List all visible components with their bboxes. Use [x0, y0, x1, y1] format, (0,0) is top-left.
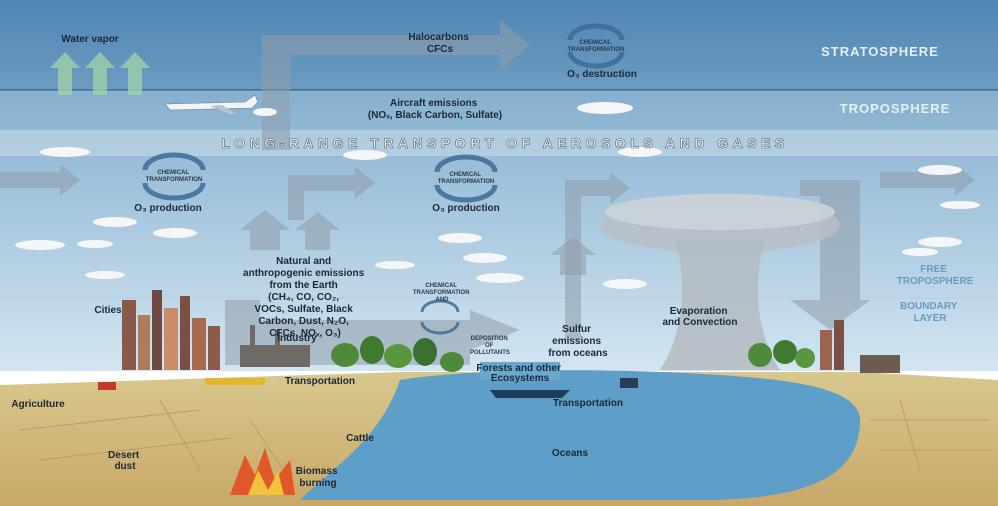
label-line: CFCs — [427, 44, 454, 55]
label-line: VOCs, Sulfate, Black — [254, 304, 353, 315]
water-vapor-label: Water vapor — [61, 34, 119, 45]
label-line: from oceans — [548, 348, 608, 359]
cities-label: Cities — [94, 305, 122, 316]
label-line: Natural and — [276, 256, 331, 267]
industry-label: Industry — [277, 333, 317, 344]
label-line: Carbon, Dust, N₂O, — [258, 316, 349, 327]
label-line: CHEMICAL — [157, 170, 189, 176]
label-line: Aircraft emissions — [390, 98, 478, 109]
label-line: OF — [485, 343, 494, 349]
label-line: from the Earth — [269, 280, 337, 291]
label-line: (CH₄, CO, CO₂, — [268, 292, 339, 303]
stratosphere-label: STRATOSPHERE — [821, 44, 939, 59]
label-line: anthropogenic emissions — [243, 268, 365, 279]
o3-production-label: O₃ production — [432, 203, 499, 214]
label-line: Biomass — [296, 466, 338, 477]
label-line: (NOₓ, Black Carbon, Sulfate) — [368, 110, 502, 121]
troposphere-label: TROPOSPHERE — [840, 101, 951, 116]
label-line: dust — [114, 461, 136, 472]
label-line: CHEMICAL — [449, 172, 481, 178]
label-line: BOUNDARY — [900, 301, 958, 312]
label-line: Evaporation — [670, 306, 728, 317]
cattle-label: Cattle — [346, 433, 374, 444]
diagram: Water vapor Halocarbons CFCs O₃ destruct… — [0, 0, 998, 506]
banner: LONG-RANGE TRANSPORT OF AEROSOLS AND GAS… — [221, 135, 789, 151]
transportation-label: Transportation — [553, 398, 623, 409]
label-line: Ecosystems — [491, 373, 550, 384]
label-line: TRANSFORMATION — [568, 47, 625, 53]
o3-production-label: O₃ production — [134, 203, 201, 214]
label-line: burning — [299, 478, 336, 489]
label-line: Sulfur — [562, 324, 591, 335]
label-line: Desert — [108, 450, 140, 461]
label-line: POLLUTANTS — [470, 350, 510, 356]
label-line: TRANSFORMATION — [438, 179, 495, 185]
label-line: AND — [436, 297, 450, 303]
o3-destruction-label: O₃ destruction — [567, 69, 637, 80]
label-line: emissions — [552, 336, 601, 347]
evaporation-label: Evaporation and Convection — [662, 306, 737, 328]
label-line: DEPOSITION — [471, 336, 508, 342]
water-vapor-arrows — [50, 52, 150, 95]
label-line: TROPOSPHERE — [897, 276, 974, 287]
oceans-label: Oceans — [552, 448, 589, 459]
label-line: CHEMICAL — [579, 40, 611, 46]
biomass-label: Biomass burning — [296, 466, 340, 489]
label-line: LAYER — [914, 313, 948, 324]
label-line: TRANSFORMATION — [146, 177, 203, 183]
label-line: and Convection — [662, 317, 737, 328]
label-line: FREE — [920, 264, 947, 275]
label-line: Halocarbons — [408, 32, 469, 43]
transportation-label: Transportation — [285, 376, 355, 387]
agriculture-label: Agriculture — [11, 399, 65, 410]
label-line: TRANSFORMATION — [413, 290, 470, 296]
label-line: CHEMICAL — [425, 283, 457, 289]
